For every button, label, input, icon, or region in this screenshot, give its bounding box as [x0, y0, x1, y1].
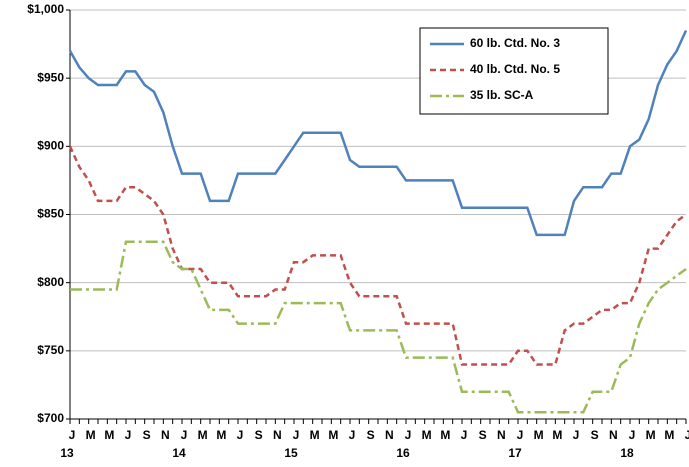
y-tick-label: $900 — [37, 139, 64, 153]
x-tick-label: J — [461, 428, 468, 442]
x-tick-label: N — [497, 428, 506, 442]
year-label: 15 — [284, 446, 298, 460]
y-tick-label: $800 — [37, 275, 64, 289]
x-tick-label: J — [573, 428, 580, 442]
x-tick-label: J — [293, 428, 300, 442]
x-tick-label: J — [125, 428, 132, 442]
legend-label: 60 lb. Ctd. No. 3 — [470, 36, 560, 50]
y-tick-label: $700 — [37, 411, 64, 425]
y-tick-label: $750 — [37, 343, 64, 357]
series-line — [68, 145, 687, 366]
y-tick-label: $1,000 — [27, 2, 64, 16]
x-tick-label: N — [609, 428, 618, 442]
x-tick-label: M — [664, 428, 674, 442]
year-label: 13 — [60, 446, 74, 460]
legend-label: 40 lb. Ctd. No. 5 — [470, 62, 560, 76]
year-label: 14 — [172, 446, 186, 460]
series-line — [68, 29, 688, 237]
year-label: 16 — [396, 446, 410, 460]
x-tick-label: M — [646, 428, 656, 442]
x-tick-label: M — [422, 428, 432, 442]
x-tick-label: M — [198, 428, 208, 442]
x-tick-label: M — [216, 428, 226, 442]
x-tick-label: J — [69, 428, 76, 442]
year-label: 18 — [620, 446, 634, 460]
x-tick-label: N — [161, 428, 170, 442]
x-tick-label: J — [349, 428, 356, 442]
x-tick-label: M — [534, 428, 544, 442]
legend-label: 35 lb. SC-A — [470, 88, 534, 102]
year-label: 17 — [508, 446, 522, 460]
x-tick-label: J — [517, 428, 524, 442]
x-tick-label: N — [273, 428, 282, 442]
x-tick-label: J — [685, 428, 689, 442]
x-tick-label: N — [385, 428, 394, 442]
x-tick-label: M — [328, 428, 338, 442]
y-tick-label: $850 — [37, 207, 64, 221]
x-tick-label: M — [552, 428, 562, 442]
x-tick-label: M — [86, 428, 96, 442]
x-tick-label: S — [367, 428, 375, 442]
x-tick-label: M — [104, 428, 114, 442]
y-tick-label: $950 — [37, 70, 64, 84]
x-tick-label: S — [255, 428, 263, 442]
x-tick-label: J — [181, 428, 188, 442]
x-tick-label: S — [479, 428, 487, 442]
x-tick-label: M — [310, 428, 320, 442]
x-tick-label: J — [629, 428, 636, 442]
x-tick-label: J — [237, 428, 244, 442]
x-tick-label: J — [405, 428, 412, 442]
x-tick-label: S — [591, 428, 599, 442]
x-tick-label: S — [143, 428, 151, 442]
x-tick-label: M — [440, 428, 450, 442]
series-line — [70, 240, 687, 414]
